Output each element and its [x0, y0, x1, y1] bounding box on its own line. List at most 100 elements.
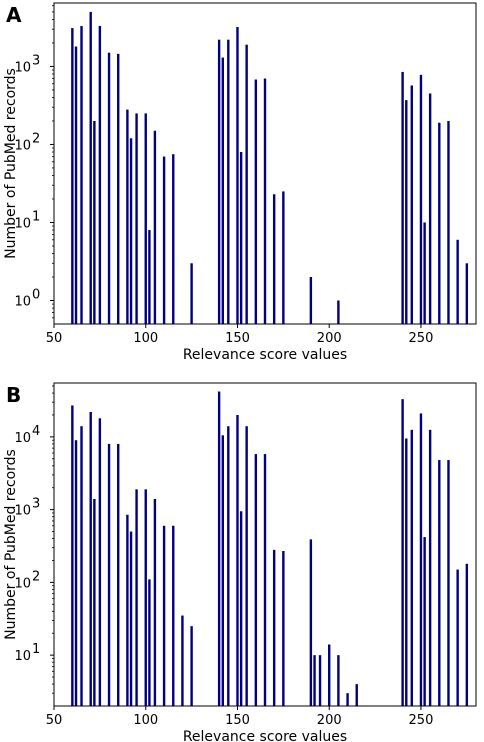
panel-a-bar — [337, 300, 340, 324]
panel-a-bar — [98, 25, 102, 324]
panel-b-bar — [129, 531, 133, 706]
panel-b-bar — [419, 413, 423, 706]
panel-b-bar — [181, 615, 184, 706]
panel-a-bar — [172, 154, 175, 324]
panel-b-bar — [126, 514, 129, 706]
panel-b-bar — [272, 549, 276, 706]
panel-b-bar — [328, 644, 331, 706]
panel-a-bar — [190, 263, 193, 324]
panel-b-bar — [438, 460, 441, 706]
panel-a-bar — [282, 191, 285, 324]
panel-b-bar — [135, 489, 138, 706]
panel-b-bar — [401, 399, 404, 706]
panel-b-bar — [254, 454, 258, 706]
panel-b-y-tick-label: 10 — [14, 576, 31, 591]
panel-b-x-tick-label: 150 — [225, 713, 250, 728]
panel-a-bar — [221, 57, 224, 324]
panel-a-y-tick-label: 10 — [14, 295, 31, 310]
panel-a-bar — [423, 222, 426, 324]
panel-a-bar — [144, 113, 147, 324]
panel-b-bar — [263, 454, 267, 706]
panel-b-bar — [148, 579, 151, 706]
panel-a-bar — [456, 239, 459, 324]
panel-a-bar — [447, 120, 450, 324]
panel-b-bar — [98, 418, 102, 706]
panel-b-bar — [405, 438, 408, 706]
panel-a-x-tick-label: 250 — [409, 331, 434, 346]
panel-b-y-tick-exponent: 2 — [32, 569, 40, 584]
panel-a-letter: A — [6, 3, 22, 27]
panel-a-bar — [239, 152, 243, 324]
panel-a-y-tick-exponent: 2 — [32, 131, 40, 146]
panel-b-bar — [153, 498, 157, 706]
panel-a-x-tick-label: 50 — [46, 331, 63, 346]
panel-a-bar — [227, 39, 230, 325]
panel-a-y-tick-exponent: 0 — [32, 288, 40, 303]
panel-a-bar — [126, 109, 129, 324]
panel-a-bar — [465, 263, 469, 324]
panel-b-bar — [309, 539, 313, 706]
panel-b-bar — [282, 551, 285, 706]
panel-a-bar — [217, 39, 221, 325]
panel-b-x-tick-label: 250 — [409, 713, 434, 728]
panel-a-bar — [236, 27, 239, 324]
panel-b-bar — [346, 693, 349, 706]
panel-a-bar — [438, 122, 441, 325]
panel-b-bar — [117, 443, 120, 706]
panel-a-bar — [309, 277, 313, 324]
panel-b-y-tick-label: 10 — [14, 431, 31, 446]
panel-b-bar — [239, 511, 243, 706]
panel-b-bar — [447, 460, 450, 706]
panel-b-letter: B — [6, 383, 21, 407]
panel-b-bar — [162, 525, 166, 706]
panel-b-y-tick-label: 10 — [14, 649, 31, 664]
panel-b-x-tick-label: 50 — [46, 713, 63, 728]
panel-b-bar — [190, 626, 193, 706]
panel-a-plot-frame — [53, 2, 477, 325]
panel-b-bar — [337, 655, 340, 706]
panel-a-x-tick-label: 150 — [225, 331, 250, 346]
panel-a-bar — [129, 138, 133, 324]
panel-b-bar — [410, 429, 413, 706]
panel-b-bar — [71, 405, 74, 706]
panel-a-bar — [153, 130, 157, 324]
panel-b-y-axis-title: Number of PubMed records — [3, 449, 19, 640]
panel-a-x-tick-label: 200 — [317, 331, 342, 346]
panel-a-x-tick-label: 100 — [133, 331, 158, 346]
panel-a-bar — [263, 78, 267, 325]
panel-b-y-tick-exponent: 3 — [32, 497, 40, 512]
panel-a-bar — [148, 230, 151, 324]
panel-b-bar — [423, 537, 426, 706]
panel-a-bar — [135, 113, 138, 324]
panel-a-bar — [117, 53, 120, 325]
panel-b-bar — [107, 443, 111, 706]
panel-a-y-axis-title: Number of PubMed records — [3, 68, 19, 259]
panel-b-bar — [245, 426, 248, 706]
panel-b-bar — [93, 498, 96, 706]
panel-a-y-tick-label: 10 — [14, 60, 31, 75]
panel-b-plot-frame — [53, 382, 477, 707]
panel-b-bar — [172, 525, 175, 706]
panel-a-y-tick-exponent: 1 — [32, 209, 40, 224]
panel-b-x-tick-label: 200 — [317, 713, 342, 728]
panel-a-bar — [71, 28, 74, 325]
panel-a-y-tick-label: 10 — [14, 138, 31, 153]
panel-a-x-axis-title: Relevance score values — [183, 347, 347, 363]
panel-b-bar — [465, 563, 469, 706]
panel-a-bar — [162, 156, 166, 324]
panel-a-bar — [74, 46, 78, 324]
panel-a-y-tick-exponent: 3 — [32, 53, 40, 68]
panel-a-bar — [93, 120, 96, 324]
panel-b-bar — [89, 411, 92, 706]
panel-b-bar — [236, 414, 239, 706]
panel-a-bar — [80, 25, 83, 324]
panel-b-bar — [318, 655, 322, 706]
panel-a-bar — [254, 79, 258, 324]
panel-b-bar — [144, 489, 147, 706]
panel-a-bar — [428, 93, 432, 325]
panel-a-bar — [107, 52, 111, 324]
panel-b-bar — [74, 440, 78, 706]
